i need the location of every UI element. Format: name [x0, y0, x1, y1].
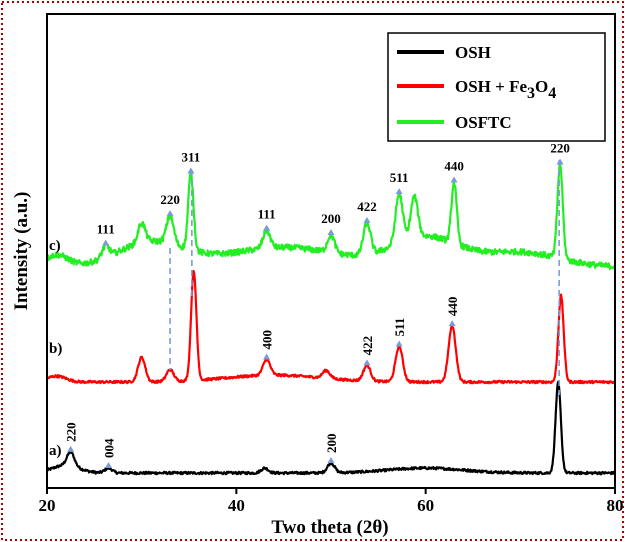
peak-label: 200 [321, 211, 341, 226]
peak-marker [187, 167, 195, 174]
peak-label: 422 [357, 199, 377, 214]
y-axis-title: Intensity (a.u.) [11, 192, 32, 311]
peak-marker [448, 320, 456, 327]
legend-label-osh: OSH [455, 43, 491, 62]
legend-label-main: OSH + Fe [455, 77, 527, 96]
peak-marker [166, 210, 174, 217]
peak-marker [327, 456, 335, 463]
peak-label: 220 [64, 422, 79, 442]
peak-marker [556, 158, 564, 165]
peak-label: 220 [160, 192, 180, 207]
peak-marker [263, 353, 271, 360]
x-axis-title: Two theta (2θ) [271, 517, 388, 538]
peak-marker [450, 176, 458, 183]
plot-border [46, 13, 616, 489]
legend-label-sub1: 3 [527, 85, 535, 102]
legend: OSH OSH + Fe3O4 OSFTC [387, 32, 606, 142]
peak-marker [363, 359, 371, 366]
peak-label: 440 [444, 158, 464, 173]
peak-label: 440 [445, 297, 460, 317]
peak-label: 220 [550, 140, 570, 155]
series-line-b [46, 269, 616, 385]
legend-label-sub2: 4 [548, 85, 556, 102]
curve-label-c: c) [49, 238, 61, 254]
peak-marker [263, 224, 271, 231]
x-tick-label: 60 [417, 496, 434, 515]
x-tick-label: 20 [39, 496, 56, 515]
curve-label-b: b) [49, 341, 62, 357]
peak-label: 111 [258, 207, 276, 222]
peak-marker [327, 229, 335, 236]
axes: 20 40 60 80 [39, 488, 624, 515]
peak-marker [105, 462, 113, 469]
peak-label: 004 [102, 438, 117, 458]
peak-label: 111 [97, 222, 115, 237]
x-tick-label: 40 [228, 496, 245, 515]
peak-label: 200 [324, 433, 339, 453]
peak-marker [395, 340, 403, 347]
curve-label-a: a) [49, 443, 62, 459]
legend-label-mid: O [535, 77, 548, 96]
peak-marker [102, 239, 110, 246]
peak-label: 400 [260, 330, 275, 350]
x-tick-label: 80 [607, 496, 624, 515]
peak-marker [363, 216, 371, 223]
peak-label: 511 [390, 170, 409, 185]
peak-marker [395, 188, 403, 195]
legend-label-osh-fe3o4: OSH + Fe3O4 [455, 77, 556, 102]
peak-label: 511 [392, 318, 407, 337]
legend-label-osftc: OSFTC [455, 113, 512, 132]
peak-label: 311 [181, 149, 200, 164]
peak-label: 422 [360, 336, 375, 356]
peak-marker [67, 445, 75, 452]
